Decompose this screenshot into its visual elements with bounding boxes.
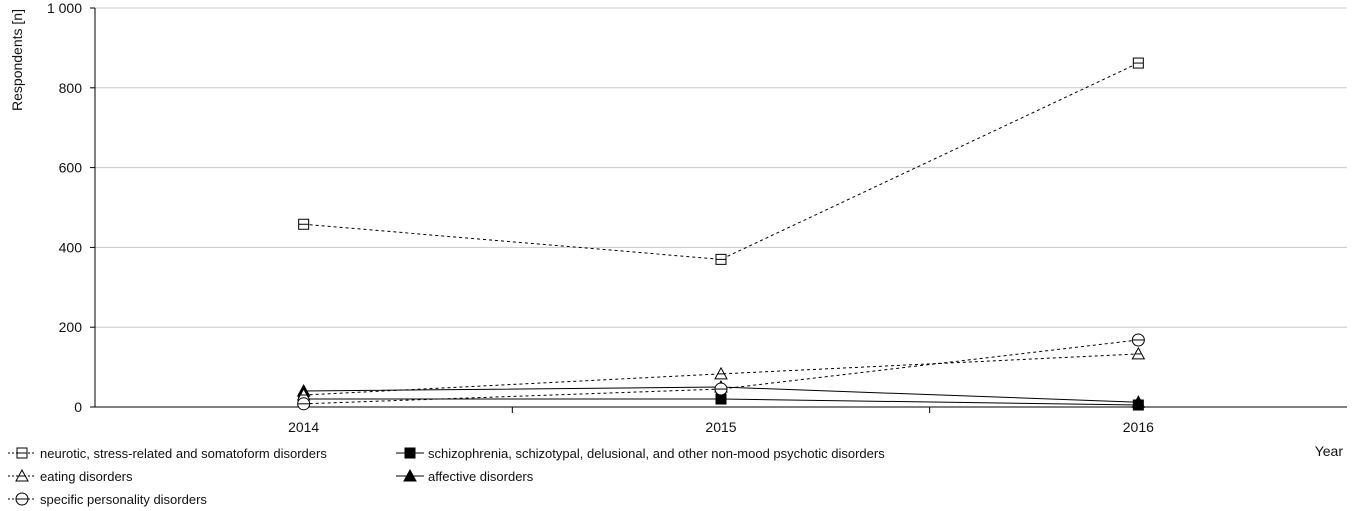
data-point xyxy=(403,468,417,482)
y-axis-label: Respondents [n] xyxy=(9,9,25,111)
series-line xyxy=(303,62,1139,260)
series-line xyxy=(303,339,1139,405)
y-tick-label: 200 xyxy=(59,319,83,335)
open-circle-icon xyxy=(8,492,36,506)
series-open-triangle xyxy=(296,346,1146,401)
y-tick-label: 0 xyxy=(74,399,82,415)
y-tick-label: 800 xyxy=(59,80,83,96)
series-open-square xyxy=(298,57,1144,265)
x-axis-label: Year xyxy=(1315,443,1344,459)
x-tick-label: 2014 xyxy=(288,419,319,435)
open-square-icon xyxy=(8,447,36,459)
y-tick-label: 600 xyxy=(59,160,83,176)
series-open-circle xyxy=(297,333,1145,411)
series-line xyxy=(303,353,1139,396)
data-point xyxy=(404,447,416,459)
legend-label: neurotic, stress-related and somatoform … xyxy=(40,446,327,461)
open-triangle-icon xyxy=(8,468,36,482)
y-tick-label: 400 xyxy=(59,239,83,255)
series-layer xyxy=(296,57,1146,411)
legend-item-schizophrenia: schizophrenia, schizotypal, delusional, … xyxy=(396,446,885,461)
legend-label: affective disorders xyxy=(428,469,534,484)
axes xyxy=(90,7,1347,413)
y-tick-labels: 0 200 400 600 800 1 000 xyxy=(47,0,82,415)
legend-label: specific personality disorders xyxy=(40,492,207,507)
legend-item-eating: eating disorders xyxy=(8,468,133,484)
legend-label: eating disorders xyxy=(40,469,133,484)
x-tick-labels: 2014 2015 2016 xyxy=(288,419,1154,435)
x-tick-label: 2016 xyxy=(1123,419,1154,435)
series-filled-square xyxy=(298,393,1144,411)
filled-square-icon xyxy=(396,447,424,459)
legend-item-neurotic: neurotic, stress-related and somatoform … xyxy=(8,446,327,461)
legend: neurotic, stress-related and somatoform … xyxy=(8,446,885,507)
legend-item-personality: specific personality disorders xyxy=(8,492,207,507)
gridlines xyxy=(95,7,1347,328)
legend-item-affective: affective disorders xyxy=(396,468,534,484)
legend-label: schizophrenia, schizotypal, delusional, … xyxy=(428,446,885,461)
x-tick-label: 2015 xyxy=(705,419,736,435)
data-point xyxy=(1131,395,1146,408)
filled-triangle-icon xyxy=(396,468,424,482)
y-tick-label: 1 000 xyxy=(47,0,82,16)
